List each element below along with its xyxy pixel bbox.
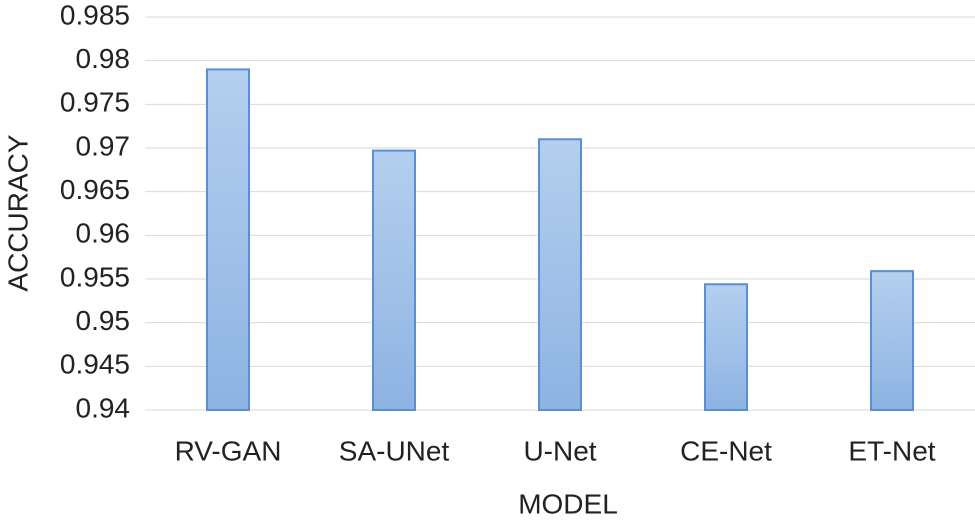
x-tick-label: SA-UNet <box>339 435 450 466</box>
y-tick-label: 0.94 <box>76 392 131 423</box>
bar <box>870 270 914 412</box>
y-tick-label: 0.975 <box>60 87 130 118</box>
x-axis-label: MODEL <box>518 488 618 519</box>
y-tick-label: 0.965 <box>60 174 130 205</box>
bar <box>538 138 582 411</box>
bar <box>372 149 416 411</box>
y-tick-label: 0.98 <box>76 43 131 74</box>
y-tick-label: 0.95 <box>76 305 131 336</box>
bar <box>704 283 748 411</box>
y-tick-label: 0.97 <box>76 130 131 161</box>
x-tick-label: U-Net <box>523 435 596 466</box>
x-tick-label: CE-Net <box>680 435 772 466</box>
y-tick-label: 0.96 <box>76 218 131 249</box>
y-axis-label: ACCURACY <box>2 134 33 291</box>
y-tick-label: 0.955 <box>60 261 130 292</box>
y-tick-label: 0.945 <box>60 349 130 380</box>
x-tick-label: RV-GAN <box>175 435 282 466</box>
x-tick-label: ET-Net <box>848 435 935 466</box>
y-tick-label: 0.985 <box>60 0 130 30</box>
bar <box>206 68 250 412</box>
